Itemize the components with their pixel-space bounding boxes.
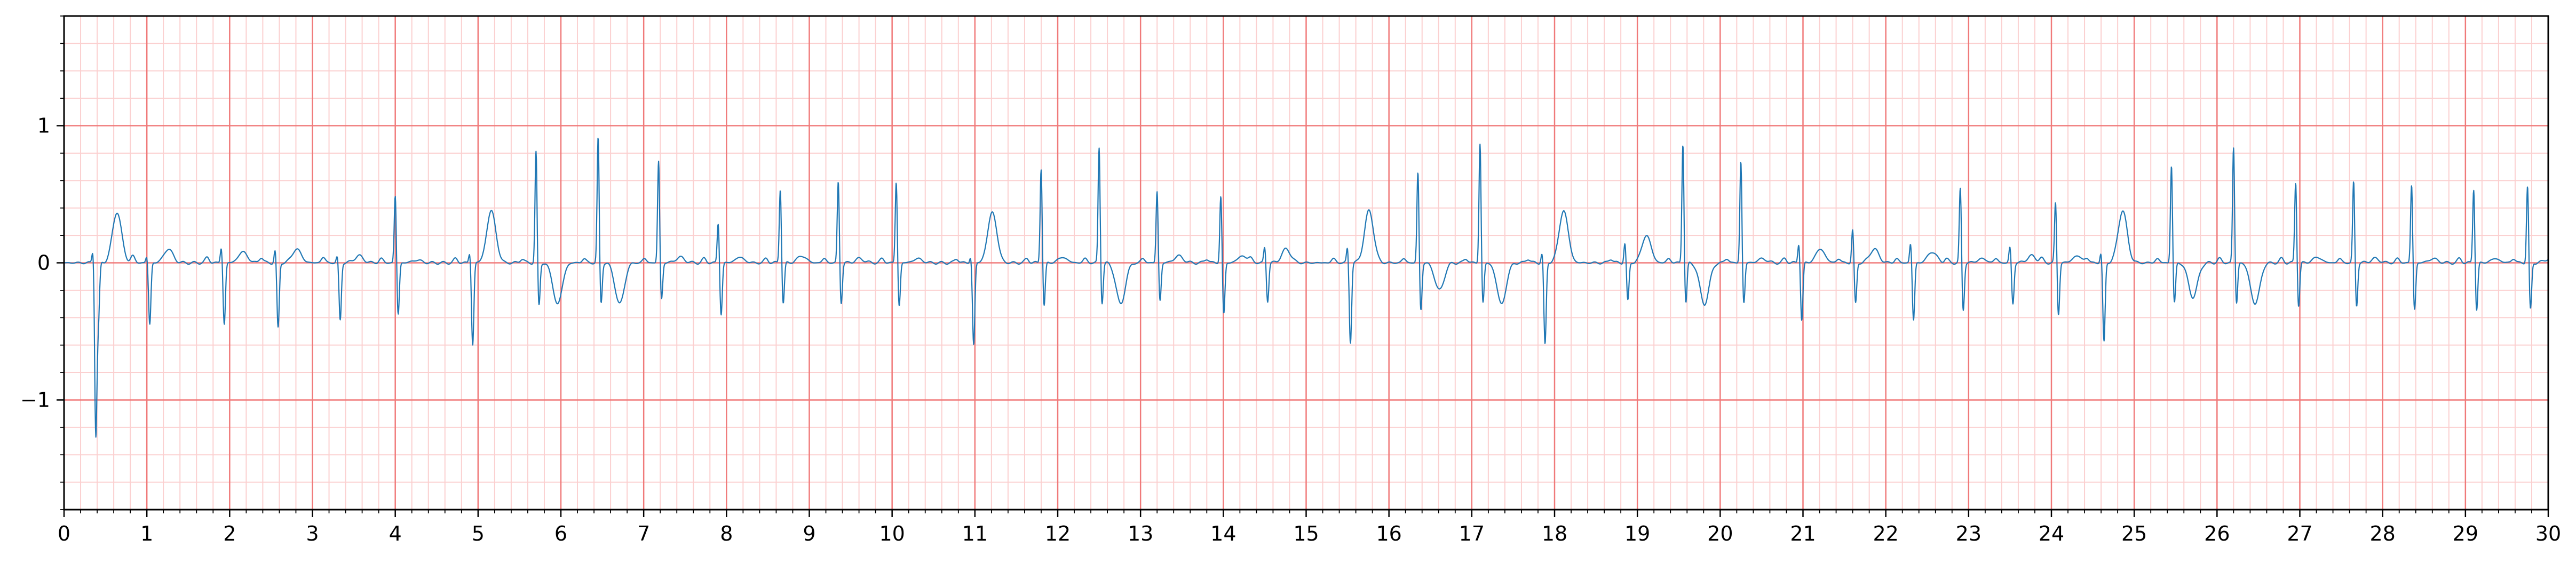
y-tick-label: 1	[37, 114, 50, 138]
x-tick-label: 9	[803, 522, 815, 545]
x-tick-label: 13	[1128, 522, 1153, 545]
x-tick-label: 15	[1293, 522, 1319, 545]
x-tick-label: 12	[1045, 522, 1071, 545]
ecg-trace-line	[64, 138, 2549, 438]
x-tick-label: 27	[2287, 522, 2312, 545]
x-tick-label: 11	[962, 522, 988, 545]
x-tick-label: 26	[2204, 522, 2230, 545]
x-tick-label: 28	[2369, 522, 2395, 545]
x-tick-label: 14	[1210, 522, 1236, 545]
x-tick-label: 4	[389, 522, 402, 545]
x-tick-label: 24	[2039, 522, 2064, 545]
x-tick-label: 21	[1790, 522, 1816, 545]
x-tick-label: 17	[1459, 522, 1485, 545]
x-tick-label: 16	[1376, 522, 1401, 545]
x-tick-label: 1	[140, 522, 153, 545]
x-tick-label: 19	[1624, 522, 1650, 545]
y-axis-ticks	[57, 15, 64, 510]
x-tick-label: 20	[1707, 522, 1733, 545]
x-tick-label: 2	[223, 522, 236, 545]
x-tick-label: 6	[554, 522, 567, 545]
x-tick-label: 22	[1873, 522, 1898, 545]
x-tick-label: 30	[2535, 522, 2561, 545]
y-tick-label: −1	[20, 388, 50, 411]
x-tick-label: 25	[2121, 522, 2147, 545]
x-tick-label: 7	[637, 522, 650, 545]
y-axis-tick-labels: −1 0 1	[20, 114, 50, 412]
x-tick-label: 0	[58, 522, 70, 545]
x-axis-ticks	[63, 510, 2549, 517]
x-tick-label: 3	[306, 522, 319, 545]
x-tick-label: 29	[2453, 522, 2478, 545]
x-axis-tick-labels: 0 1 2 3 4 5 6 7 8 9 10 11 12 13 14 15 16 17 18 19 20 21 22 23 24…	[58, 522, 2561, 545]
ecg-trace-layer	[64, 138, 2549, 438]
x-tick-label: 8	[720, 522, 733, 545]
y-tick-label: 0	[37, 251, 50, 275]
x-tick-label: 23	[1956, 522, 1981, 545]
x-tick-label: 18	[1542, 522, 1567, 545]
x-tick-label: 10	[879, 522, 905, 545]
x-tick-label: 5	[472, 522, 485, 545]
